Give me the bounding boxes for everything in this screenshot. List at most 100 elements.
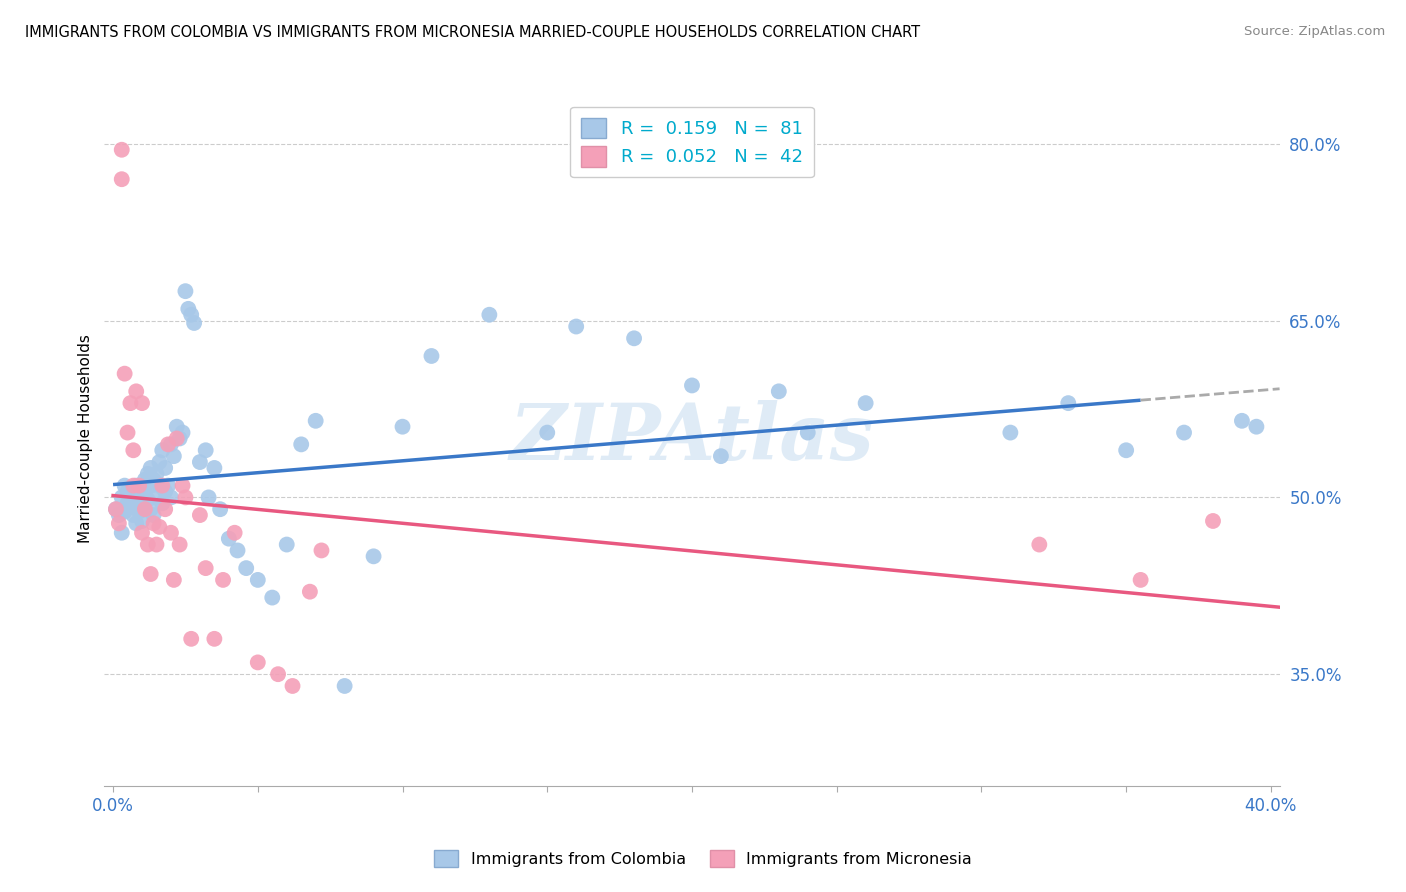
Point: [117, 425, 139, 440]
Point: [180, 308, 202, 322]
Point: [114, 504, 136, 518]
Point: [148, 478, 170, 492]
Point: [183, 316, 205, 330]
Point: [194, 561, 217, 575]
Point: [136, 492, 159, 507]
Point: [120, 396, 142, 410]
Point: [120, 491, 142, 505]
Point: [136, 537, 159, 551]
Point: [160, 525, 183, 540]
Text: IMMIGRANTS FROM COLOMBIA VS IMMIGRANTS FROM MICRONESIA MARRIED-COUPLE HOUSEHOLDS: IMMIGRANTS FROM COLOMBIA VS IMMIGRANTS F…: [25, 25, 921, 40]
Legend: R =  0.159   N =  81, R =  0.052   N =  42: R = 0.159 N = 81, R = 0.052 N = 42: [571, 107, 814, 178]
Point: [131, 514, 153, 528]
Point: [122, 481, 145, 495]
Point: [246, 573, 269, 587]
Point: [160, 491, 183, 505]
Point: [163, 573, 186, 587]
Text: ZIPAtlas: ZIPAtlas: [510, 401, 875, 476]
Point: [710, 449, 733, 463]
Point: [166, 432, 188, 446]
Point: [122, 443, 145, 458]
Point: [131, 491, 153, 505]
Point: [194, 443, 217, 458]
Point: [681, 378, 703, 392]
Point: [114, 478, 136, 492]
Point: [202, 461, 225, 475]
Point: [139, 478, 162, 492]
Point: [153, 502, 176, 516]
Point: [145, 467, 167, 481]
Point: [111, 143, 134, 157]
Point: [290, 437, 312, 451]
Point: [163, 449, 186, 463]
Point: [134, 473, 156, 487]
Point: [125, 496, 148, 510]
Point: [134, 502, 156, 516]
Point: [111, 525, 134, 540]
Point: [150, 496, 173, 510]
Point: [855, 396, 877, 410]
Point: [145, 491, 167, 505]
Point: [153, 461, 176, 475]
Point: [104, 502, 127, 516]
Point: [311, 543, 333, 558]
Point: [202, 632, 225, 646]
Point: [1000, 425, 1022, 440]
Point: [188, 508, 211, 522]
Point: [139, 567, 162, 582]
Point: [142, 508, 165, 522]
Point: [478, 308, 501, 322]
Point: [117, 484, 139, 499]
Point: [122, 508, 145, 522]
Point: [131, 525, 153, 540]
Point: [1230, 414, 1253, 428]
Point: [565, 319, 588, 334]
Point: [131, 478, 153, 492]
Point: [281, 679, 304, 693]
Point: [305, 414, 328, 428]
Point: [420, 349, 443, 363]
Point: [226, 543, 249, 558]
Point: [134, 484, 156, 499]
Point: [333, 679, 356, 693]
Point: [235, 561, 257, 575]
Point: [153, 484, 176, 499]
Point: [768, 384, 790, 399]
Point: [363, 549, 385, 564]
Point: [246, 656, 269, 670]
Point: [797, 425, 820, 440]
Point: [212, 573, 235, 587]
Point: [267, 667, 290, 681]
Point: [209, 502, 232, 516]
Point: [125, 478, 148, 492]
Point: [1173, 425, 1195, 440]
Point: [136, 467, 159, 481]
Point: [125, 516, 148, 531]
Point: [177, 301, 200, 316]
Point: [1202, 514, 1225, 528]
Point: [145, 537, 167, 551]
Point: [131, 500, 153, 514]
Legend: Immigrants from Colombia, Immigrants from Micronesia: Immigrants from Colombia, Immigrants fro…: [427, 844, 979, 873]
Point: [197, 491, 219, 505]
Point: [139, 461, 162, 475]
Point: [1246, 419, 1268, 434]
Y-axis label: Married-couple Households: Married-couple Households: [79, 334, 93, 543]
Point: [1129, 573, 1152, 587]
Point: [172, 478, 194, 492]
Point: [262, 591, 284, 605]
Point: [391, 419, 413, 434]
Point: [172, 425, 194, 440]
Point: [298, 584, 321, 599]
Point: [117, 496, 139, 510]
Point: [174, 284, 197, 298]
Point: [623, 331, 645, 345]
Point: [128, 488, 150, 502]
Point: [188, 455, 211, 469]
Point: [536, 425, 558, 440]
Point: [148, 520, 170, 534]
Point: [174, 491, 197, 505]
Point: [128, 504, 150, 518]
Point: [150, 478, 173, 492]
Point: [142, 516, 165, 531]
